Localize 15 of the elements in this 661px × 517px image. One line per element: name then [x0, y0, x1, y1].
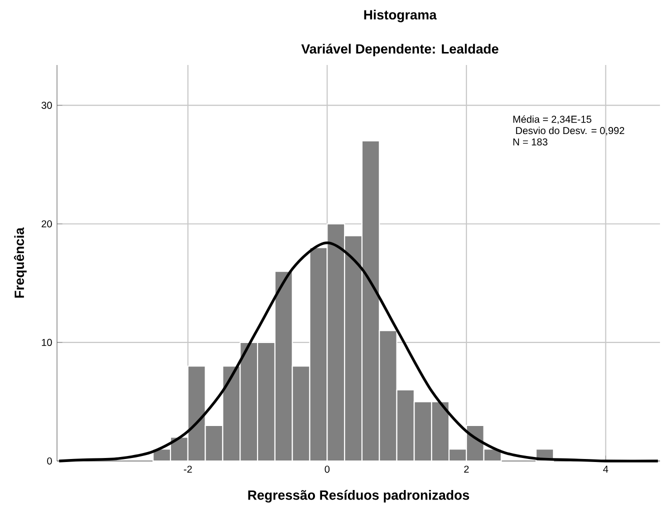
x-axis-title: Regressão Resíduos padronizados — [248, 490, 470, 503]
y-tick-label: 30 — [42, 102, 52, 109]
x-tick-label: 4 — [603, 466, 608, 473]
annotation: Desvio do Desv. = 0,992 — [516, 126, 624, 136]
chart-title: Histograma — [364, 10, 437, 22]
x-tick-label: -2 — [184, 466, 192, 473]
x-tick-label: 2 — [464, 466, 469, 473]
y-tick-label: 20 — [42, 220, 52, 228]
annotation: N = 183 — [513, 138, 548, 146]
x-tick-label: 0 — [324, 466, 330, 473]
chart-subtitle: Variável Dependente: Lealdade — [301, 44, 498, 56]
y-tick-label: 10 — [42, 338, 52, 346]
y-tick-label: 0 — [47, 457, 52, 465]
y-axis-title: Frequência — [14, 227, 27, 298]
annotation: Média = 2,34E-15 — [513, 115, 592, 124]
